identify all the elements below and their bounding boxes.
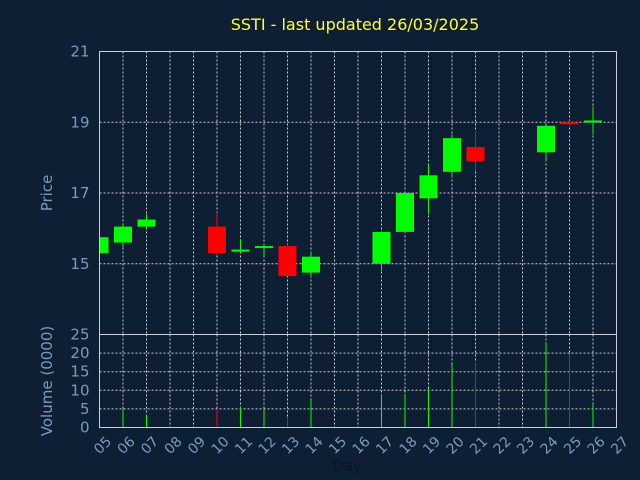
price-panel: 15 17 19 21 [70,43,617,335]
volume-tick-label: 15 [70,363,89,381]
candle-body [443,138,461,172]
volume-tick-label: 0 [80,419,90,437]
candle [419,164,438,215]
candle-body [537,125,555,153]
candle [560,120,579,126]
candle [278,244,297,277]
price-tick-label: 21 [70,43,89,61]
x-tick-label: 23 [514,434,538,458]
price-grid [99,51,617,335]
candle [466,131,485,172]
x-tick-label: 14 [303,434,327,458]
candle-body [255,246,273,249]
x-tick-label: 12 [256,434,280,458]
volume-axis-label: Volume (0000) [38,326,56,436]
x-ticks: 05 06 07 08 09 10 11 12 13 14 15 16 17 18 19 20 21 22 23 24… [91,434,632,458]
price-y-ticks: 15 17 19 21 [70,43,89,273]
x-tick-label: 09 [185,434,209,458]
price-tick-label: 17 [70,184,89,202]
x-tick-label: 21 [467,434,491,458]
candle-body [396,193,414,232]
x-tick-label: 15 [326,434,350,458]
candles [99,106,602,278]
price-tick-label: 15 [70,255,89,273]
candle [537,125,555,162]
candle-body [584,120,602,123]
x-tick-label: 05 [91,434,115,458]
candle-body [419,175,438,199]
x-tick-label: 16 [350,434,374,458]
candle [302,251,320,278]
volume-tick-label: 10 [70,381,89,399]
candle-body [208,226,226,254]
volume-tick-label: 20 [70,344,89,362]
candle-body [302,256,320,273]
x-tick-label: 22 [491,434,515,458]
candle-body [560,122,579,125]
chart-title: SSTI - last updated 26/03/2025 [231,15,480,34]
x-tick-label: 17 [373,434,397,458]
price-tick-label: 19 [70,113,89,131]
volume-panel-frame [99,334,617,428]
x-tick-label: 20 [444,434,468,458]
candle [396,193,414,234]
price-axis-label: Price [38,175,56,212]
x-tick-label: 27 [608,434,632,458]
volume-bars [122,341,594,428]
x-tick-label: 10 [209,434,233,458]
x-tick-label: 08 [162,434,186,458]
x-tick-label: 11 [232,434,256,458]
candle [443,134,461,178]
x-tick-label: 07 [138,434,162,458]
x-tick-label: 13 [279,434,303,458]
candle-body [372,231,391,264]
candle-body [114,226,132,243]
candle [255,244,273,257]
x-tick-label: 06 [115,434,139,458]
x-tick-label: 19 [420,434,444,458]
volume-tick-label: 25 [70,326,89,344]
candle [372,231,391,271]
x-tick-label: 26 [585,434,609,458]
candle [114,223,132,248]
candle [99,237,109,255]
candle [584,106,602,135]
candle-body [99,237,109,254]
x-axis-label: Day [332,457,362,475]
candle [231,238,250,254]
volume-tick-label: 5 [80,400,90,418]
x-tick-label: 18 [397,434,421,458]
candle-body [278,246,297,277]
candle [208,212,226,255]
volume-grid [99,334,617,428]
candle-body [137,219,156,227]
x-tick-label: 25 [561,434,585,458]
candle-body [231,249,250,252]
x-tick-label: 24 [538,434,562,458]
candle [137,214,156,229]
candle-body [466,147,485,162]
